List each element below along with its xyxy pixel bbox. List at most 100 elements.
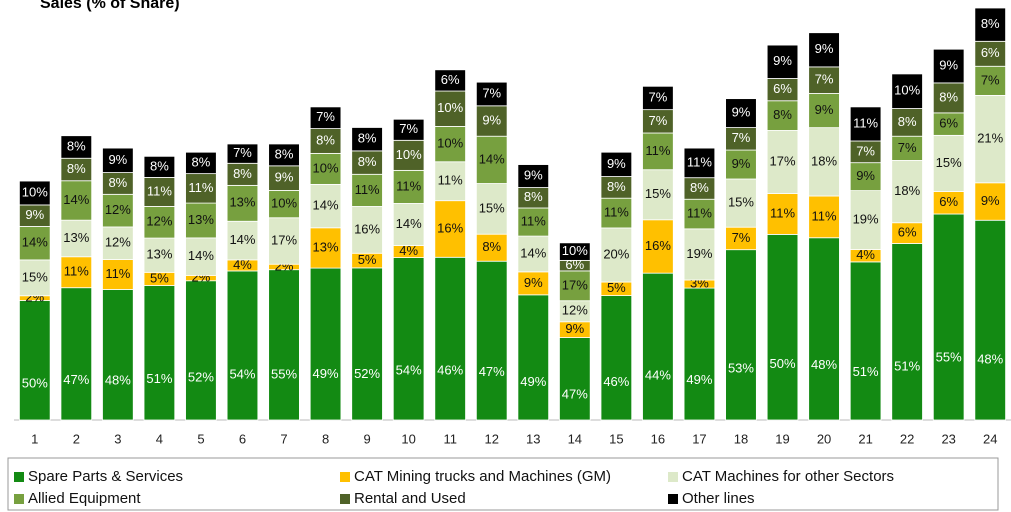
bar-segment <box>600 197 633 229</box>
data-label: 18% <box>894 183 920 198</box>
data-label: 48% <box>811 357 837 372</box>
legend-box <box>7 457 999 511</box>
data-label: 19% <box>686 246 712 261</box>
data-label: 11% <box>438 173 463 188</box>
bar-segment <box>766 193 799 235</box>
data-label: 53% <box>728 360 754 375</box>
x-tick-label: 10 <box>401 431 415 446</box>
data-label: 16% <box>645 238 671 253</box>
bar-segment <box>891 160 923 224</box>
bar-segment <box>642 219 674 274</box>
bar-segment <box>642 132 674 171</box>
data-label: 8% <box>192 154 211 169</box>
x-tick-label: 15 <box>609 431 623 446</box>
bar-segment <box>808 237 840 421</box>
bar-segment <box>226 184 259 222</box>
data-label: 54% <box>229 367 255 382</box>
data-label: 9% <box>732 105 751 120</box>
data-label: 8% <box>67 161 86 176</box>
data-label: 8% <box>524 189 543 204</box>
data-label: 7% <box>732 130 751 145</box>
bar-segment <box>683 228 716 281</box>
data-label: 14% <box>313 198 339 213</box>
bar-segment <box>392 169 425 204</box>
data-label: 12% <box>562 303 588 318</box>
data-label: 9% <box>939 57 958 72</box>
data-label: 12% <box>146 214 172 229</box>
legend-swatch <box>668 494 678 504</box>
data-label: 9% <box>815 41 834 56</box>
data-label: 10% <box>437 136 463 151</box>
bar-segment <box>683 198 716 230</box>
data-label: 6% <box>898 225 917 240</box>
bar-segment <box>683 147 716 179</box>
data-label: 7% <box>648 89 667 104</box>
data-label: 15% <box>22 269 48 284</box>
x-tick-label: 16 <box>651 431 665 446</box>
legend-label: Other lines <box>682 490 755 507</box>
bar-segment <box>19 259 51 297</box>
x-tick-label: 6 <box>239 431 246 446</box>
data-label: 47% <box>562 387 588 402</box>
data-label: 12% <box>105 202 131 217</box>
data-label: 14% <box>479 151 505 166</box>
data-label: 7% <box>399 121 418 136</box>
data-label: 14% <box>229 232 255 247</box>
bar-segment <box>268 269 300 421</box>
data-label: 8% <box>898 114 917 129</box>
bar-segment <box>351 206 383 254</box>
bar-segment <box>808 66 840 94</box>
legend-label: Spare Parts & Services <box>28 468 183 485</box>
data-label: 4% <box>399 243 418 258</box>
data-label: 13% <box>313 239 339 254</box>
bar-segment <box>102 226 134 260</box>
bar-segment <box>559 270 591 302</box>
bar-segment <box>974 7 1006 42</box>
data-label: 5% <box>607 280 626 295</box>
bar-segment <box>766 44 799 79</box>
bar-segment <box>600 295 633 421</box>
data-label: 4% <box>856 247 875 262</box>
data-label: 11% <box>853 115 878 130</box>
bar-segment <box>808 195 840 239</box>
data-label: 11% <box>812 208 837 223</box>
data-label: 6% <box>939 194 958 209</box>
data-label: 49% <box>686 372 712 387</box>
data-label: 10% <box>894 83 920 98</box>
data-label: 9% <box>25 207 44 222</box>
data-label: 8% <box>939 89 958 104</box>
x-tick-label: 11 <box>443 431 457 446</box>
x-tick-label: 24 <box>983 431 997 446</box>
data-label: 9% <box>108 152 127 167</box>
data-label: 14% <box>520 245 546 260</box>
bar-segment <box>102 147 134 173</box>
data-label: 49% <box>520 374 546 389</box>
x-tick-label: 23 <box>941 431 955 446</box>
legend-label: CAT Mining trucks and Machines (GM) <box>354 468 611 485</box>
data-label: 6% <box>981 45 1000 60</box>
data-label: 9% <box>565 321 584 336</box>
data-label: 8% <box>233 166 252 181</box>
data-label: 6% <box>441 72 460 87</box>
data-label: 7% <box>981 72 1000 87</box>
data-label: 5% <box>358 252 377 267</box>
x-tick-label: 4 <box>156 431 163 446</box>
data-label: 7% <box>815 72 834 87</box>
bar-segment <box>60 180 93 221</box>
data-label: 7% <box>316 109 335 124</box>
bar-segment <box>891 73 923 109</box>
data-label: 14% <box>188 248 214 263</box>
data-label: 8% <box>981 16 1000 31</box>
data-label: 13% <box>146 247 172 262</box>
data-label: 5% <box>150 270 169 285</box>
data-label: 15% <box>936 155 962 170</box>
bar-segment <box>185 280 217 421</box>
legend-swatch <box>14 494 24 504</box>
bar-segment <box>102 193 134 228</box>
bar-segment <box>475 105 508 137</box>
x-tick-label: 18 <box>734 431 748 446</box>
data-label: 10% <box>313 160 339 175</box>
data-label: 9% <box>482 112 501 127</box>
x-tick-label: 5 <box>197 431 204 446</box>
data-label: 52% <box>188 370 214 385</box>
